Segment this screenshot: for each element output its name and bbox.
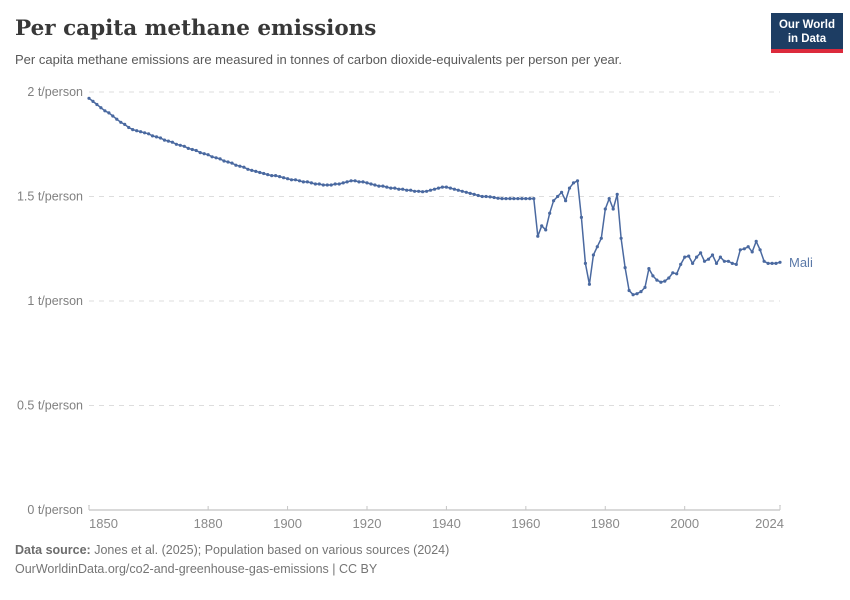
x-axis-label: 1920 xyxy=(353,516,382,531)
owid-logo-line1: Our World xyxy=(778,19,835,31)
x-axis-label: 1880 xyxy=(194,516,223,531)
y-axis-label: 2 t/person xyxy=(27,85,83,99)
footer-separator: | xyxy=(328,562,340,576)
y-axis-label: 1 t/person xyxy=(27,294,83,308)
x-axis-label: 1900 xyxy=(273,516,302,531)
x-axis-label: 1980 xyxy=(591,516,620,531)
license-text: CC BY xyxy=(339,562,378,576)
y-axis-label: 1.5 t/person xyxy=(17,190,83,204)
x-axis-label: 1960 xyxy=(511,516,540,531)
data-source-label: Data source: xyxy=(15,543,91,557)
chart-footer: Data source: Jones et al. (2025); Popula… xyxy=(15,543,449,581)
x-axis-label: 1940 xyxy=(432,516,461,531)
y-axis-label: 0.5 t/person xyxy=(17,399,83,413)
series-end-label: Mali xyxy=(789,255,813,270)
owid-logo[interactable]: Our World in Data xyxy=(770,13,843,53)
x-axis-label: 2024 xyxy=(755,516,784,531)
data-source-text: Jones et al. (2025); Population based on… xyxy=(94,543,450,557)
footer-link[interactable]: OurWorldinData.org/co2-and-greenhouse-ga… xyxy=(15,562,329,576)
page-title: Per capita methane emissions xyxy=(15,16,377,41)
x-axis-label: 1850 xyxy=(89,516,118,531)
y-axis-label: 0 t/person xyxy=(27,503,83,517)
series-line-mali xyxy=(87,96,782,297)
owid-logo-line2: in Data xyxy=(787,33,827,45)
x-axis-label: 2000 xyxy=(670,516,699,531)
chart-subtitle: Per capita methane emissions are measure… xyxy=(15,52,623,67)
